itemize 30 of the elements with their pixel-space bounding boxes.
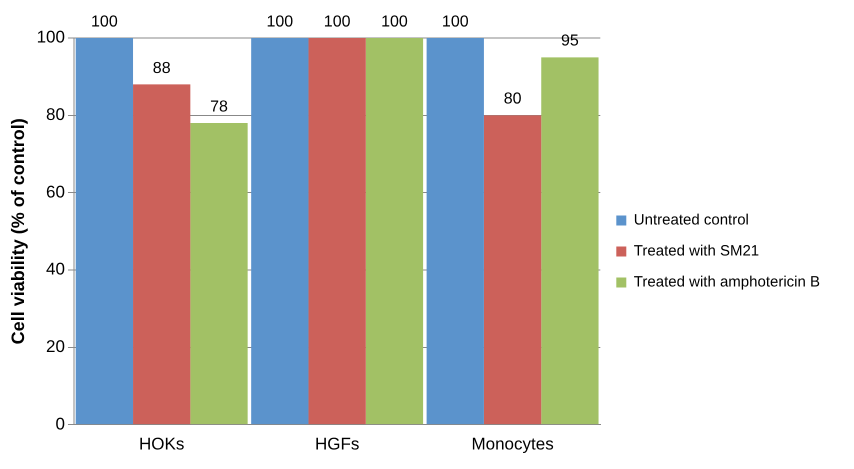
y-axis-title: Cell viability (% of control) [8,118,28,344]
bar [308,38,366,424]
legend-label: Treated with SM21 [634,242,760,260]
data-label: 78 [210,98,228,116]
y-tick-label: 100 [36,28,65,47]
data-label: 80 [504,90,522,108]
y-tick-label: 60 [46,182,65,202]
x-tick-label: HOKs [139,434,184,454]
data-label: 88 [152,60,171,77]
bar [541,57,599,424]
bar [190,123,248,424]
bar [484,115,542,424]
bar [133,84,190,424]
data-label: 100 [266,13,294,30]
bar [426,38,484,424]
y-tick-label: 80 [46,105,65,124]
y-tick-label: 40 [46,260,65,279]
legend-label: Untreated control [634,212,749,229]
data-label: 100 [381,13,408,30]
x-tick-label: HGFs [314,434,360,454]
data-label: 100 [442,13,469,30]
bar [366,38,424,424]
bar [251,38,308,424]
legend-label: Treated with amphotericin B [634,274,820,291]
data-label: 100 [324,13,351,30]
data-label: 95 [560,32,579,50]
x-tick-label: Monocytes [471,434,554,454]
y-tick-label: 0 [55,414,65,434]
y-tick-label: 20 [46,336,65,356]
data-label: 100 [91,13,118,30]
